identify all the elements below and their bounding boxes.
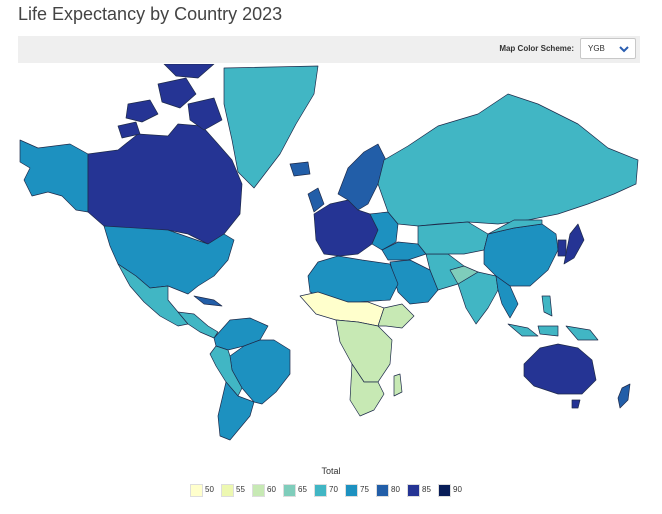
legend-swatch (438, 484, 451, 497)
region-arctic-islands-3[interactable] (187, 97, 223, 131)
region-russia[interactable] (377, 93, 639, 227)
region-mongolia[interactable] (487, 219, 543, 235)
legend-label: 80 (391, 485, 400, 494)
region-greenland[interactable] (223, 65, 319, 189)
legend-swatch (314, 484, 327, 497)
region-scandinavia[interactable] (337, 143, 387, 211)
page-title: Life Expectancy by Country 2023 (18, 4, 283, 24)
region-cuba[interactable] (193, 295, 223, 307)
region-pakistan[interactable] (449, 265, 479, 285)
region-korea[interactable] (557, 239, 567, 257)
region-north-africa[interactable] (307, 255, 399, 303)
legend-swatch (283, 484, 296, 497)
region-peru-bolivia[interactable] (209, 345, 243, 397)
region-japan[interactable] (563, 223, 585, 265)
region-alaska[interactable] (19, 139, 89, 213)
region-central-america[interactable] (177, 311, 219, 339)
region-arctic-islands-5[interactable] (117, 121, 141, 139)
region-new-zealand[interactable] (617, 383, 631, 409)
region-central-africa[interactable] (335, 319, 393, 383)
legend-swatch (376, 484, 389, 497)
legend-label: 50 (205, 485, 214, 494)
region-western-europe[interactable] (313, 199, 379, 257)
region-indonesia-1[interactable] (507, 323, 539, 337)
legend-label: 90 (453, 485, 462, 494)
chevron-down-icon (619, 46, 629, 53)
region-madagascar[interactable] (393, 373, 403, 397)
region-arctic-islands-1[interactable] (125, 99, 159, 123)
legend-label: 60 (267, 485, 276, 494)
legend-swatch (345, 484, 358, 497)
region-argentina[interactable] (217, 381, 255, 441)
legend-swatch (407, 484, 420, 497)
region-australia[interactable] (523, 343, 597, 395)
legend-label: 55 (236, 485, 245, 494)
legend-label: 65 (298, 485, 307, 494)
legend-swatch (252, 484, 265, 497)
legend-label: 85 (422, 485, 431, 494)
legend-swatch (221, 484, 234, 497)
region-india[interactable] (457, 271, 499, 325)
color-scheme-value: YGB (588, 44, 605, 53)
region-new-guinea[interactable] (565, 325, 599, 341)
legend-label: 75 (360, 485, 369, 494)
map-toolbar: Map Color Scheme: YGB (18, 36, 640, 63)
world-choropleth-map (19, 64, 639, 441)
region-arctic-islands-2[interactable] (157, 77, 197, 109)
region-southern-africa[interactable] (349, 363, 385, 417)
region-tasmania[interactable] (571, 399, 581, 409)
legend-label: 70 (329, 485, 338, 494)
region-iceland[interactable] (289, 161, 311, 177)
region-indonesia-2[interactable] (537, 325, 559, 337)
color-scheme-label: Map Color Scheme: (499, 44, 574, 53)
region-middle-east[interactable] (389, 259, 439, 305)
region-southeast-asia[interactable] (495, 275, 519, 319)
color-scheme-select[interactable]: YGB (580, 38, 636, 59)
legend-title: Total (321, 466, 341, 476)
region-arctic-islands-4[interactable] (163, 64, 215, 79)
region-uk-ireland[interactable] (307, 187, 325, 213)
region-central-asia[interactable] (417, 221, 489, 255)
region-canada[interactable] (87, 123, 243, 245)
legend-swatch (190, 484, 203, 497)
region-philippines[interactable] (541, 295, 553, 317)
